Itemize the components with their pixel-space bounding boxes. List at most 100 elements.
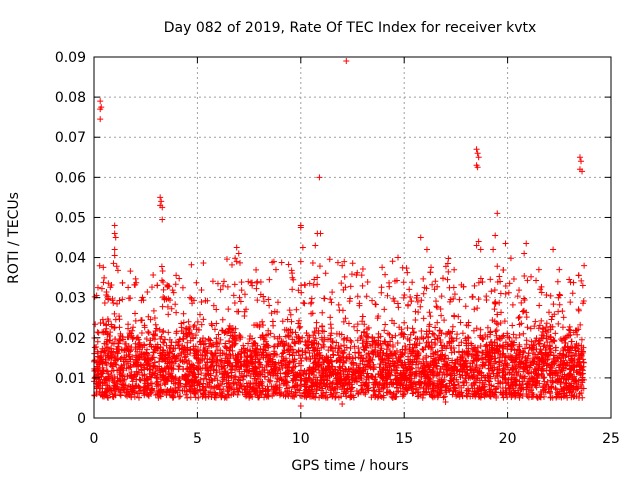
data-point — [251, 387, 258, 394]
data-point — [263, 352, 270, 359]
data-point — [183, 383, 190, 390]
data-point — [450, 295, 457, 302]
data-point — [238, 279, 245, 286]
data-point — [414, 393, 421, 400]
data-point — [267, 353, 274, 360]
data-point — [530, 341, 537, 348]
data-point — [132, 317, 139, 324]
data-point — [311, 371, 318, 378]
data-point — [538, 356, 545, 363]
data-point — [274, 375, 281, 382]
data-point — [228, 392, 235, 399]
data-point — [349, 384, 356, 391]
data-point — [549, 379, 556, 386]
data-point — [154, 365, 161, 372]
data-point — [149, 371, 156, 378]
data-point — [111, 252, 118, 259]
data-point — [217, 286, 224, 293]
data-point — [291, 339, 298, 346]
data-point — [412, 316, 419, 323]
data-point — [223, 256, 230, 263]
data-point — [234, 391, 241, 398]
data-point — [229, 347, 236, 354]
data-point — [520, 295, 527, 302]
data-point — [125, 284, 132, 291]
data-point — [538, 350, 545, 357]
data-point — [363, 351, 370, 358]
data-point — [532, 318, 539, 325]
data-point — [433, 303, 440, 310]
data-point — [177, 393, 184, 400]
data-point — [380, 385, 387, 392]
data-point — [463, 340, 470, 347]
data-point — [468, 382, 475, 389]
data-point — [194, 318, 201, 325]
data-point — [134, 390, 141, 397]
data-point — [388, 334, 395, 341]
data-point — [496, 361, 503, 368]
data-point — [117, 356, 124, 363]
data-point — [297, 258, 304, 265]
data-point — [392, 376, 399, 383]
data-point — [446, 330, 453, 337]
data-point — [264, 388, 271, 395]
data-point — [469, 385, 476, 392]
y-axis-label: ROTI / TECUs — [6, 192, 22, 284]
data-point — [291, 384, 298, 391]
data-point — [471, 306, 478, 313]
data-point — [237, 298, 244, 305]
data-point — [413, 341, 420, 348]
data-point — [162, 368, 169, 375]
y-tick-label: 0.05 — [55, 210, 86, 226]
data-point — [539, 384, 546, 391]
data-point — [287, 346, 294, 353]
data-point — [313, 351, 320, 358]
data-point — [213, 372, 220, 379]
data-point — [554, 389, 561, 396]
data-point — [386, 279, 393, 286]
data-point — [569, 352, 576, 359]
data-point — [190, 370, 197, 377]
data-point — [323, 353, 330, 360]
data-point — [273, 385, 280, 392]
data-point — [297, 355, 304, 362]
data-point — [486, 358, 493, 365]
data-point — [533, 277, 540, 284]
data-point — [98, 285, 105, 292]
data-point — [559, 308, 566, 315]
data-point — [172, 301, 179, 308]
data-point — [288, 318, 295, 325]
data-point — [228, 369, 235, 376]
data-point — [386, 388, 393, 395]
data-point — [546, 388, 553, 395]
data-point — [257, 361, 264, 368]
data-point — [501, 318, 508, 325]
data-point — [139, 294, 146, 301]
data-point — [276, 365, 283, 372]
data-point — [167, 386, 174, 393]
data-point — [281, 341, 288, 348]
data-point — [482, 331, 489, 338]
data-point — [250, 371, 257, 378]
data-point — [152, 391, 159, 398]
data-point — [152, 328, 159, 335]
data-point — [511, 378, 518, 385]
data-point — [380, 365, 387, 372]
data-point — [326, 256, 333, 263]
data-point — [226, 386, 233, 393]
data-point — [425, 333, 432, 340]
data-point — [550, 246, 557, 253]
data-point — [306, 371, 313, 378]
data-point — [245, 340, 252, 347]
data-point — [187, 383, 194, 390]
data-point — [272, 370, 279, 377]
data-point — [389, 394, 396, 401]
data-point — [96, 262, 103, 269]
data-point — [443, 389, 450, 396]
data-point — [375, 388, 382, 395]
data-point — [194, 382, 201, 389]
data-point — [415, 309, 422, 316]
data-point — [355, 375, 362, 382]
data-point — [407, 348, 414, 355]
data-point — [336, 307, 343, 314]
